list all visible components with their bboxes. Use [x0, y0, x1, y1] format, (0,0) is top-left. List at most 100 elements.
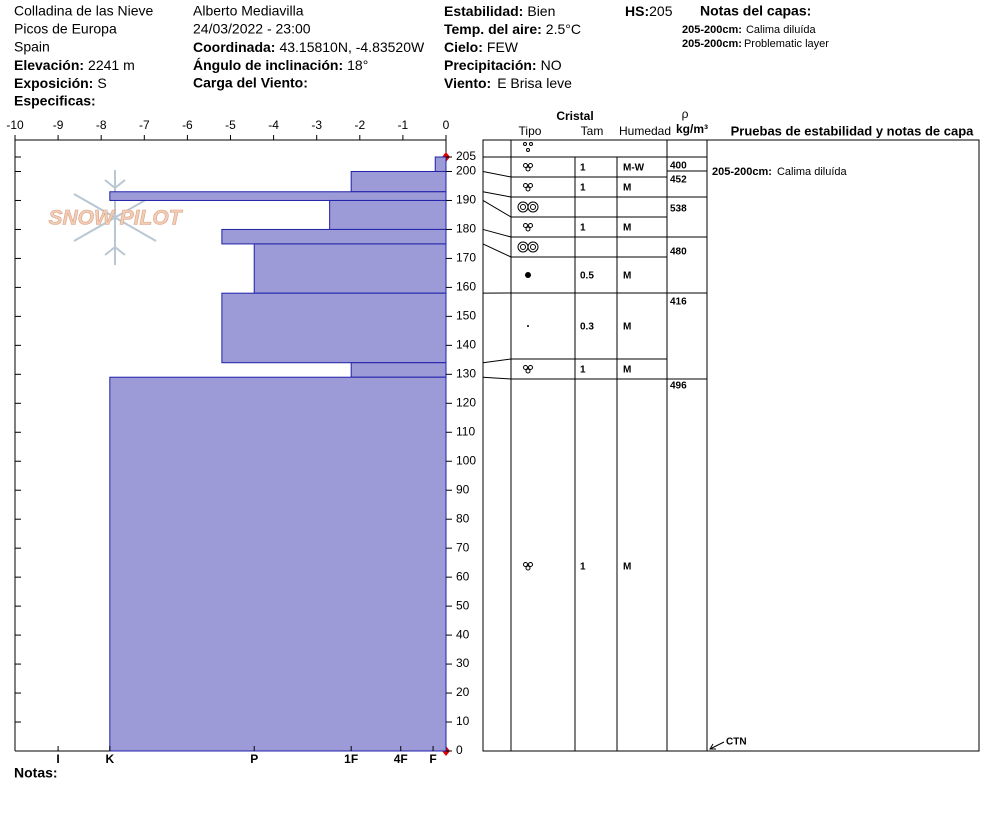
y-tick-label: 50: [456, 598, 470, 612]
field: HS:205: [625, 3, 673, 19]
field-value: 18°: [347, 57, 368, 73]
field-label: Coordinada:: [193, 39, 275, 55]
field-value: S: [97, 75, 106, 91]
table-header: Tam: [581, 124, 604, 138]
density: 480: [670, 247, 687, 258]
field: Cielo: FEW: [444, 39, 519, 55]
x-tick-label: -4: [268, 118, 279, 132]
y-tick-label: 120: [456, 395, 476, 409]
y-tick-label: 100: [456, 453, 476, 467]
note-depth: 205-200cm:: [682, 24, 742, 36]
grain-symbol: [525, 565, 531, 571]
y-tick-label: 190: [456, 193, 476, 207]
field-label: Exposición:: [14, 75, 93, 91]
location: Colladina de las Nieve: [14, 3, 154, 19]
y-tick-label: 30: [456, 656, 470, 670]
y-tick-label: 130: [456, 366, 476, 380]
y-tick-label: 40: [456, 627, 470, 641]
field-label: Especificas:: [14, 93, 96, 109]
y-tick-label: 200: [456, 164, 476, 178]
density: 416: [670, 297, 687, 308]
hardness-bar: [109, 191, 447, 201]
field-label: Viento:: [444, 75, 491, 91]
density-unit: kg/m³: [676, 122, 708, 136]
grain-symbol: [523, 163, 528, 168]
field-value: Bien: [527, 3, 555, 19]
field-value: NO: [541, 57, 562, 73]
field: Ángulo de inclinación: 18°: [193, 57, 368, 73]
moisture: M: [623, 562, 631, 573]
moisture: M-W: [623, 163, 645, 174]
layer-note: 205-200cm: Problematic layer: [682, 38, 829, 50]
x-tick-label: -5: [225, 118, 236, 132]
x-tick-label: -3: [311, 118, 322, 132]
hardness-bar: [221, 228, 447, 245]
moisture: M: [623, 271, 631, 282]
grain-symbol: [525, 186, 531, 192]
table-title: Cristal: [556, 109, 593, 123]
grain-symbol: [523, 562, 528, 567]
field-value: FEW: [487, 39, 519, 55]
field: Temp. del aire: 2.5°C: [444, 21, 581, 37]
density-symbol: ρ: [682, 107, 689, 121]
hardness-bar: [329, 199, 447, 230]
grain-symbol: [517, 241, 529, 253]
x-tick-label: -2: [354, 118, 365, 132]
grain-symbol: [523, 223, 528, 228]
moisture: M: [623, 322, 631, 333]
y-tick-label: 0: [456, 743, 463, 757]
grain-symbol: [517, 201, 529, 213]
field-label: Precipitación:: [444, 57, 537, 73]
field-value: 2.5°C: [546, 21, 581, 37]
y-tick-label: 170: [456, 251, 476, 265]
y-tick-label: 80: [456, 511, 470, 525]
grain-symbol: [528, 223, 533, 228]
x-tick-label: -7: [139, 118, 150, 132]
test-note: 205-200cm: Calima diluída: [712, 166, 848, 178]
grain-symbol: [523, 142, 533, 152]
hardness-bar: [221, 292, 447, 364]
ctn-arrow: [709, 741, 725, 750]
x-tick-label: -10: [6, 118, 24, 132]
depth-connector: [482, 191, 512, 198]
grain-size: 0.3: [580, 322, 594, 333]
field: Coordinada: 43.15810N, -4.83520W: [193, 39, 425, 55]
grain-size: 1: [580, 365, 586, 376]
grain-size: 1: [580, 183, 586, 194]
y-tick-label: 10: [456, 714, 470, 728]
grain-size: 0.5: [580, 271, 594, 282]
note-text: Calima diluída: [746, 24, 817, 36]
grain-size: 1: [580, 562, 586, 573]
field: Estabilidad: Bien: [444, 3, 555, 19]
grain-symbol: [527, 325, 529, 327]
table-frame: [482, 139, 980, 752]
field-label: Estabilidad:: [444, 3, 523, 19]
moisture: M: [623, 183, 631, 194]
x-tick-label: -1: [398, 118, 409, 132]
hardness-label: 4F: [394, 752, 408, 766]
y-tick-label: 180: [456, 222, 476, 236]
field-value: 2241 m: [88, 57, 135, 73]
y-tick-label: 160: [456, 280, 476, 294]
grain-symbol: [525, 166, 531, 172]
field: Exposición: S: [14, 75, 107, 91]
note-text: Problematic layer: [744, 38, 829, 50]
note-text: Calima diluída: [777, 166, 848, 178]
field-label: Ángulo de inclinación:: [193, 57, 343, 73]
depth-connector: [482, 358, 512, 364]
grain-size: 1: [580, 163, 586, 174]
y-tick-label: 205: [456, 149, 476, 163]
x-tick-label: -6: [182, 118, 193, 132]
grain-symbol: [527, 241, 539, 253]
note-depth: 205-200cm:: [712, 166, 772, 178]
y-tick-label: 150: [456, 309, 476, 323]
grain-symbol: [530, 244, 536, 250]
field-label: Cielo:: [444, 39, 483, 55]
grain-size: 1: [580, 223, 586, 234]
y-tick-label: 110: [456, 424, 475, 438]
depth-connector: [482, 376, 512, 380]
x-tick-label: -9: [53, 118, 64, 132]
hardness-label: 1F: [344, 752, 358, 766]
field: Viento: E Brisa leve: [444, 75, 572, 91]
